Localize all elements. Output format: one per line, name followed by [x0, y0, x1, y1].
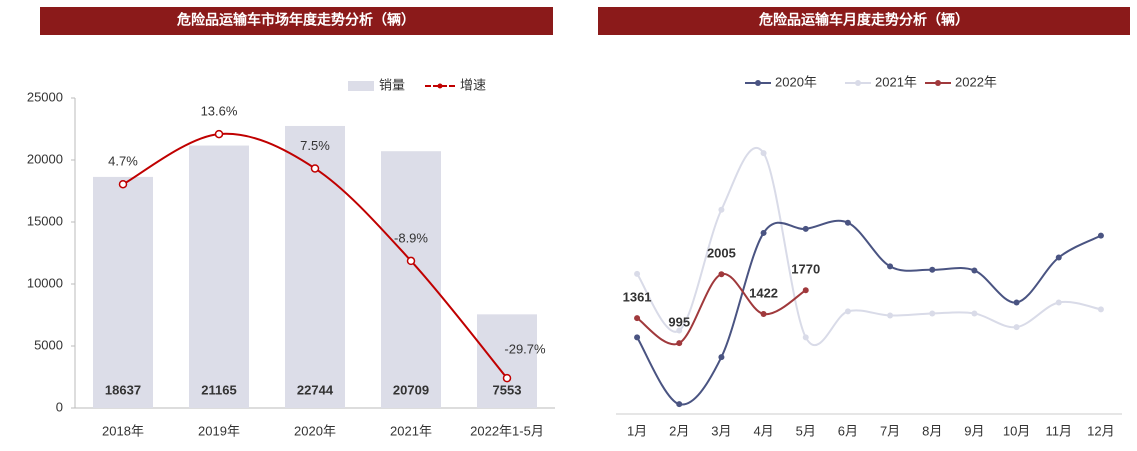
x-tick-label: 9月	[964, 423, 984, 438]
header-bar	[598, 7, 1130, 35]
series-point	[676, 401, 683, 408]
series-point	[802, 225, 809, 232]
x-tick-label: 5月	[796, 423, 816, 438]
growth-point	[310, 164, 320, 173]
legend-swatch	[348, 81, 374, 91]
x-tick-label: 6月	[838, 423, 858, 438]
data-label: 1422	[749, 285, 778, 300]
series-point	[718, 206, 725, 213]
y-tick-label: 25000	[27, 89, 63, 104]
legend-dot	[935, 80, 941, 86]
series-point	[1013, 324, 1020, 331]
series-point	[1013, 299, 1020, 306]
growth-point	[406, 256, 416, 266]
series-point	[971, 310, 978, 317]
legend-dot	[437, 83, 443, 89]
series-point	[1097, 232, 1104, 239]
series-point	[929, 310, 936, 317]
series-point	[676, 340, 683, 347]
series-point	[844, 219, 851, 226]
growth-point	[214, 129, 224, 139]
bar	[477, 314, 537, 408]
growth-line	[122, 132, 508, 379]
series-point	[1097, 306, 1104, 313]
series-point	[844, 308, 851, 315]
growth-point	[502, 373, 512, 383]
growth-label: 13.6%	[201, 104, 238, 119]
series-point	[634, 334, 641, 341]
legend-label: 增速	[460, 77, 486, 92]
y-tick-label: 15000	[27, 213, 63, 228]
bar	[93, 176, 153, 408]
data-label: 1361	[623, 290, 652, 305]
legend-dot	[855, 80, 861, 86]
x-tick-label: 2021年	[390, 423, 432, 438]
series-point	[718, 271, 725, 278]
legend-dot	[755, 80, 761, 86]
growth-label: -29.7%	[504, 342, 546, 357]
series-point	[760, 150, 767, 157]
growth-label: -8.9%	[394, 230, 428, 245]
legend-label: 2020年	[775, 74, 817, 89]
x-tick-label: 2020年	[294, 423, 336, 438]
series-point	[1055, 299, 1062, 306]
x-tick-label: 10月	[1003, 423, 1030, 438]
series-point	[802, 334, 809, 341]
bar-value-label: 7553	[493, 382, 522, 397]
bar-value-label: 21165	[201, 382, 236, 397]
y-tick-label: 0	[56, 399, 63, 414]
series-point	[802, 287, 809, 294]
y-tick-label: 5000	[34, 337, 63, 352]
series-point	[887, 312, 894, 319]
series-point	[1055, 254, 1062, 261]
series-point	[634, 270, 641, 277]
x-tick-label: 4月	[753, 423, 773, 438]
chart-title: 危险品运输车月度走势分析（辆）	[758, 12, 969, 28]
x-tick-label: 2022年1-5月	[470, 423, 544, 438]
bar-value-label: 20709	[393, 382, 429, 397]
bar-value-label: 18637	[105, 382, 141, 397]
series-line	[636, 273, 807, 346]
y-tick-label: 20000	[27, 151, 63, 166]
series-point	[760, 229, 767, 236]
x-tick-label: 1月	[627, 423, 647, 438]
data-label: 2005	[707, 246, 736, 261]
bar	[189, 145, 249, 408]
y-tick-label: 10000	[27, 275, 63, 290]
series-point	[718, 354, 725, 361]
growth-point	[118, 179, 128, 189]
series-point	[634, 315, 641, 322]
bar-value-label: 22744	[297, 382, 334, 397]
chart-title: 危险品运输车市场年度走势分析（辆）	[176, 12, 415, 28]
header-bar	[40, 7, 553, 35]
series-point	[760, 310, 767, 317]
growth-label: 4.7%	[108, 154, 138, 169]
series-point	[929, 266, 936, 273]
series-point	[676, 327, 683, 334]
x-tick-label: 11月	[1046, 423, 1073, 438]
legend-label: 销量	[379, 77, 405, 92]
bar	[285, 125, 345, 409]
bar	[381, 151, 441, 408]
x-tick-label: 12月	[1087, 423, 1114, 438]
data-label: 995	[668, 315, 690, 330]
legend-label: 2022年	[955, 74, 997, 89]
series-point	[971, 267, 978, 274]
x-tick-label: 3月	[711, 423, 731, 438]
growth-label: 7.5%	[300, 138, 330, 153]
x-tick-label: 2018年	[102, 423, 144, 438]
x-tick-label: 8月	[922, 423, 942, 438]
x-tick-label: 2019年	[198, 423, 240, 438]
x-tick-label: 2月	[669, 423, 689, 438]
data-label: 1770	[791, 262, 820, 277]
x-tick-label: 7月	[880, 423, 900, 438]
series-point	[887, 263, 894, 270]
legend-label: 2021年	[875, 74, 917, 89]
